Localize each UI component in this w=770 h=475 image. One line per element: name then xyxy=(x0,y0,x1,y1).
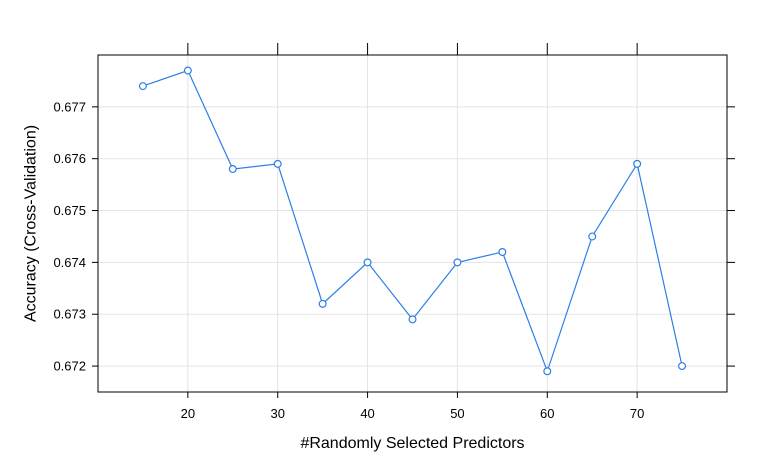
data-point xyxy=(183,66,192,75)
y-tick-label: 0.675 xyxy=(53,203,86,218)
data-point xyxy=(633,159,642,168)
axis-ticks xyxy=(92,43,735,398)
grid-lines xyxy=(98,55,727,392)
x-tick-label: 40 xyxy=(360,406,374,421)
data-point xyxy=(408,315,417,324)
y-axis-title: Accuracy (Cross-Validation) xyxy=(23,125,40,322)
y-tick-label: 0.674 xyxy=(53,255,86,270)
y-tick-labels: 0.672 0.673 0.674 0.675 0.676 0.677 xyxy=(53,99,86,373)
plot-frame xyxy=(97,54,728,393)
x-tick-label: 70 xyxy=(630,406,644,421)
y-tick-label: 0.676 xyxy=(53,151,86,166)
series-accuracy xyxy=(138,66,687,376)
data-point xyxy=(678,362,687,371)
data-point xyxy=(543,367,552,376)
x-axis-title: #Randomly Selected Predictors xyxy=(300,435,524,452)
y-tick-label: 0.672 xyxy=(53,359,86,374)
x-tick-label: 60 xyxy=(540,406,554,421)
x-tick-label: 20 xyxy=(181,406,195,421)
y-tick-label: 0.673 xyxy=(53,307,86,322)
data-point xyxy=(363,258,372,267)
data-point xyxy=(273,159,282,168)
data-point xyxy=(588,232,597,241)
data-point xyxy=(453,258,462,267)
x-tick-label: 50 xyxy=(450,406,464,421)
data-point xyxy=(318,299,327,308)
y-tick-label: 0.677 xyxy=(53,99,86,114)
data-point xyxy=(498,248,507,257)
data-point xyxy=(228,165,237,174)
series-line xyxy=(142,69,683,374)
x-tick-labels: 20 30 40 50 60 70 xyxy=(181,406,645,421)
x-tick-label: 30 xyxy=(270,406,284,421)
data-point xyxy=(138,82,147,91)
